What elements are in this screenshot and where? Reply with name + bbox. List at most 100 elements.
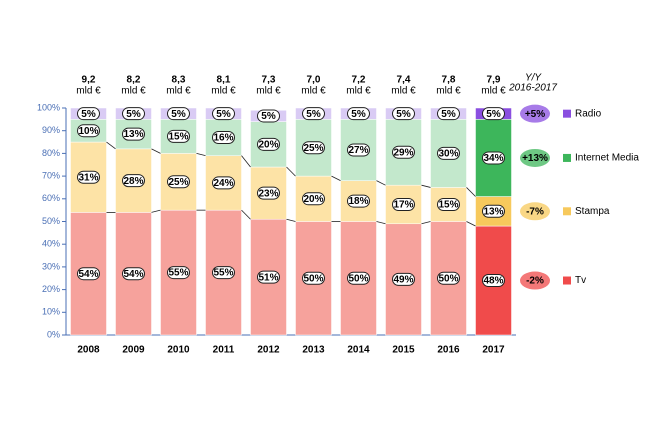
total-label: 7,8 — [442, 75, 456, 86]
value-label-box — [122, 127, 145, 141]
value-label: 5% — [81, 109, 96, 120]
value-label-box — [302, 192, 325, 206]
value-label: 54% — [78, 269, 98, 280]
value-label: 25% — [168, 177, 188, 188]
value-label-box — [167, 175, 190, 189]
value-label: 16% — [213, 133, 233, 144]
value-label-box — [257, 186, 280, 200]
value-label-box — [437, 271, 460, 285]
connector — [241, 155, 251, 168]
value-label: 20% — [303, 194, 323, 205]
yoy-label: -2% — [526, 276, 544, 287]
connector — [151, 209, 161, 213]
x-tick-label: 2013 — [302, 345, 325, 356]
value-label: 5% — [261, 111, 276, 122]
value-label-box — [212, 176, 235, 190]
legend-label: Tv — [575, 275, 586, 286]
value-label: 34% — [483, 153, 503, 164]
value-label-box — [302, 141, 325, 155]
value-label: 24% — [213, 178, 233, 189]
value-label: 23% — [258, 188, 278, 199]
total-unit: mld € — [301, 86, 326, 97]
value-label: 5% — [351, 109, 366, 120]
value-label: 31% — [78, 172, 98, 183]
yoy-bubble — [520, 202, 550, 221]
x-tick-label: 2014 — [347, 345, 370, 356]
connector — [106, 141, 116, 150]
value-label-box — [302, 271, 325, 285]
y-tick-label: 100% — [37, 102, 60, 112]
value-label-box — [77, 124, 100, 138]
value-label: 49% — [393, 275, 413, 286]
total-label: 8,3 — [172, 75, 186, 86]
yoy-label: +5% — [525, 109, 545, 120]
value-label-box — [257, 137, 280, 151]
value-label-box — [347, 194, 370, 208]
value-label-box — [392, 107, 415, 121]
value-label-box — [482, 274, 505, 288]
yoy-label: +13% — [522, 153, 548, 164]
yoy-period: 2016-2017 — [508, 83, 557, 94]
legend-label: Internet Media — [575, 153, 639, 164]
total-unit: mld € — [256, 86, 281, 97]
value-label-box — [212, 107, 235, 121]
total-label: 7,4 — [397, 75, 411, 86]
value-label: 25% — [303, 143, 323, 154]
yoy-bubble — [520, 148, 550, 167]
value-label: 15% — [168, 132, 188, 143]
value-label: 13% — [483, 206, 503, 217]
total-unit: mld € — [346, 86, 371, 97]
value-label: 5% — [171, 109, 186, 120]
x-tick-label: 2017 — [482, 345, 505, 356]
value-label: 15% — [438, 200, 458, 211]
value-label-box — [122, 174, 145, 188]
value-label: 48% — [483, 276, 503, 287]
total-unit: mld € — [121, 86, 146, 97]
y-tick-label: 0% — [47, 329, 60, 339]
x-tick-label: 2015 — [392, 345, 415, 356]
legend-label: Radio — [575, 108, 602, 119]
value-label: 5% — [486, 109, 501, 120]
value-label-box — [437, 107, 460, 121]
connector — [241, 209, 251, 220]
value-label-box — [77, 170, 100, 184]
value-label: 5% — [306, 109, 321, 120]
value-label-box — [392, 197, 415, 211]
legend-swatch — [563, 153, 571, 162]
value-label-box — [482, 107, 505, 121]
x-tick-label: 2008 — [77, 345, 100, 356]
value-label: 55% — [168, 268, 188, 279]
value-label: 17% — [393, 200, 413, 211]
value-label: 51% — [258, 272, 278, 283]
total-label: 7,2 — [352, 75, 366, 86]
value-label: 30% — [438, 149, 458, 160]
connector — [286, 218, 296, 222]
connector — [421, 184, 431, 188]
yoy-bubble — [520, 104, 550, 123]
total-label: 8,1 — [217, 75, 231, 86]
connector — [421, 221, 431, 225]
total-label: 7,0 — [307, 75, 321, 86]
yoy-bubble — [520, 271, 550, 290]
connector — [151, 148, 161, 154]
y-tick-label: 50% — [42, 216, 60, 226]
connector — [376, 180, 386, 186]
y-tick-label: 80% — [42, 148, 60, 158]
legend-swatch — [563, 207, 571, 216]
legend-label: Stampa — [575, 206, 610, 217]
value-label: 20% — [258, 139, 278, 150]
value-label: 50% — [348, 273, 368, 284]
y-tick-label: 30% — [42, 261, 60, 271]
value-label-box — [212, 266, 235, 280]
value-label: 50% — [303, 273, 323, 284]
value-label-box — [437, 197, 460, 211]
value-label-box — [167, 266, 190, 280]
total-unit: mld € — [211, 86, 236, 97]
value-label: 55% — [213, 268, 233, 279]
connector — [466, 221, 476, 227]
value-label-box — [347, 143, 370, 157]
yoy-label: -7% — [526, 206, 544, 217]
y-tick-label: 10% — [42, 307, 60, 317]
legend-swatch — [563, 276, 571, 285]
